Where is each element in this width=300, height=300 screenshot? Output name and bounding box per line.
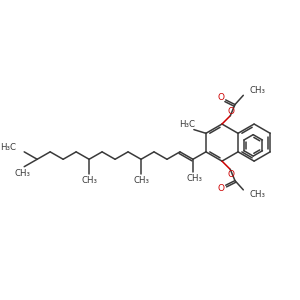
Text: CH₃: CH₃ — [14, 169, 30, 178]
Text: O: O — [228, 169, 235, 178]
Text: O: O — [228, 106, 235, 116]
Text: O: O — [218, 93, 225, 102]
Text: H₃C: H₃C — [0, 143, 16, 152]
Text: H₃C: H₃C — [179, 121, 195, 130]
Text: CH₃: CH₃ — [81, 176, 97, 185]
Text: CH₃: CH₃ — [250, 190, 266, 199]
Text: CH₃: CH₃ — [187, 174, 203, 183]
Text: CH₃: CH₃ — [250, 86, 266, 95]
Text: O: O — [218, 184, 225, 193]
Text: CH₃: CH₃ — [133, 176, 149, 185]
